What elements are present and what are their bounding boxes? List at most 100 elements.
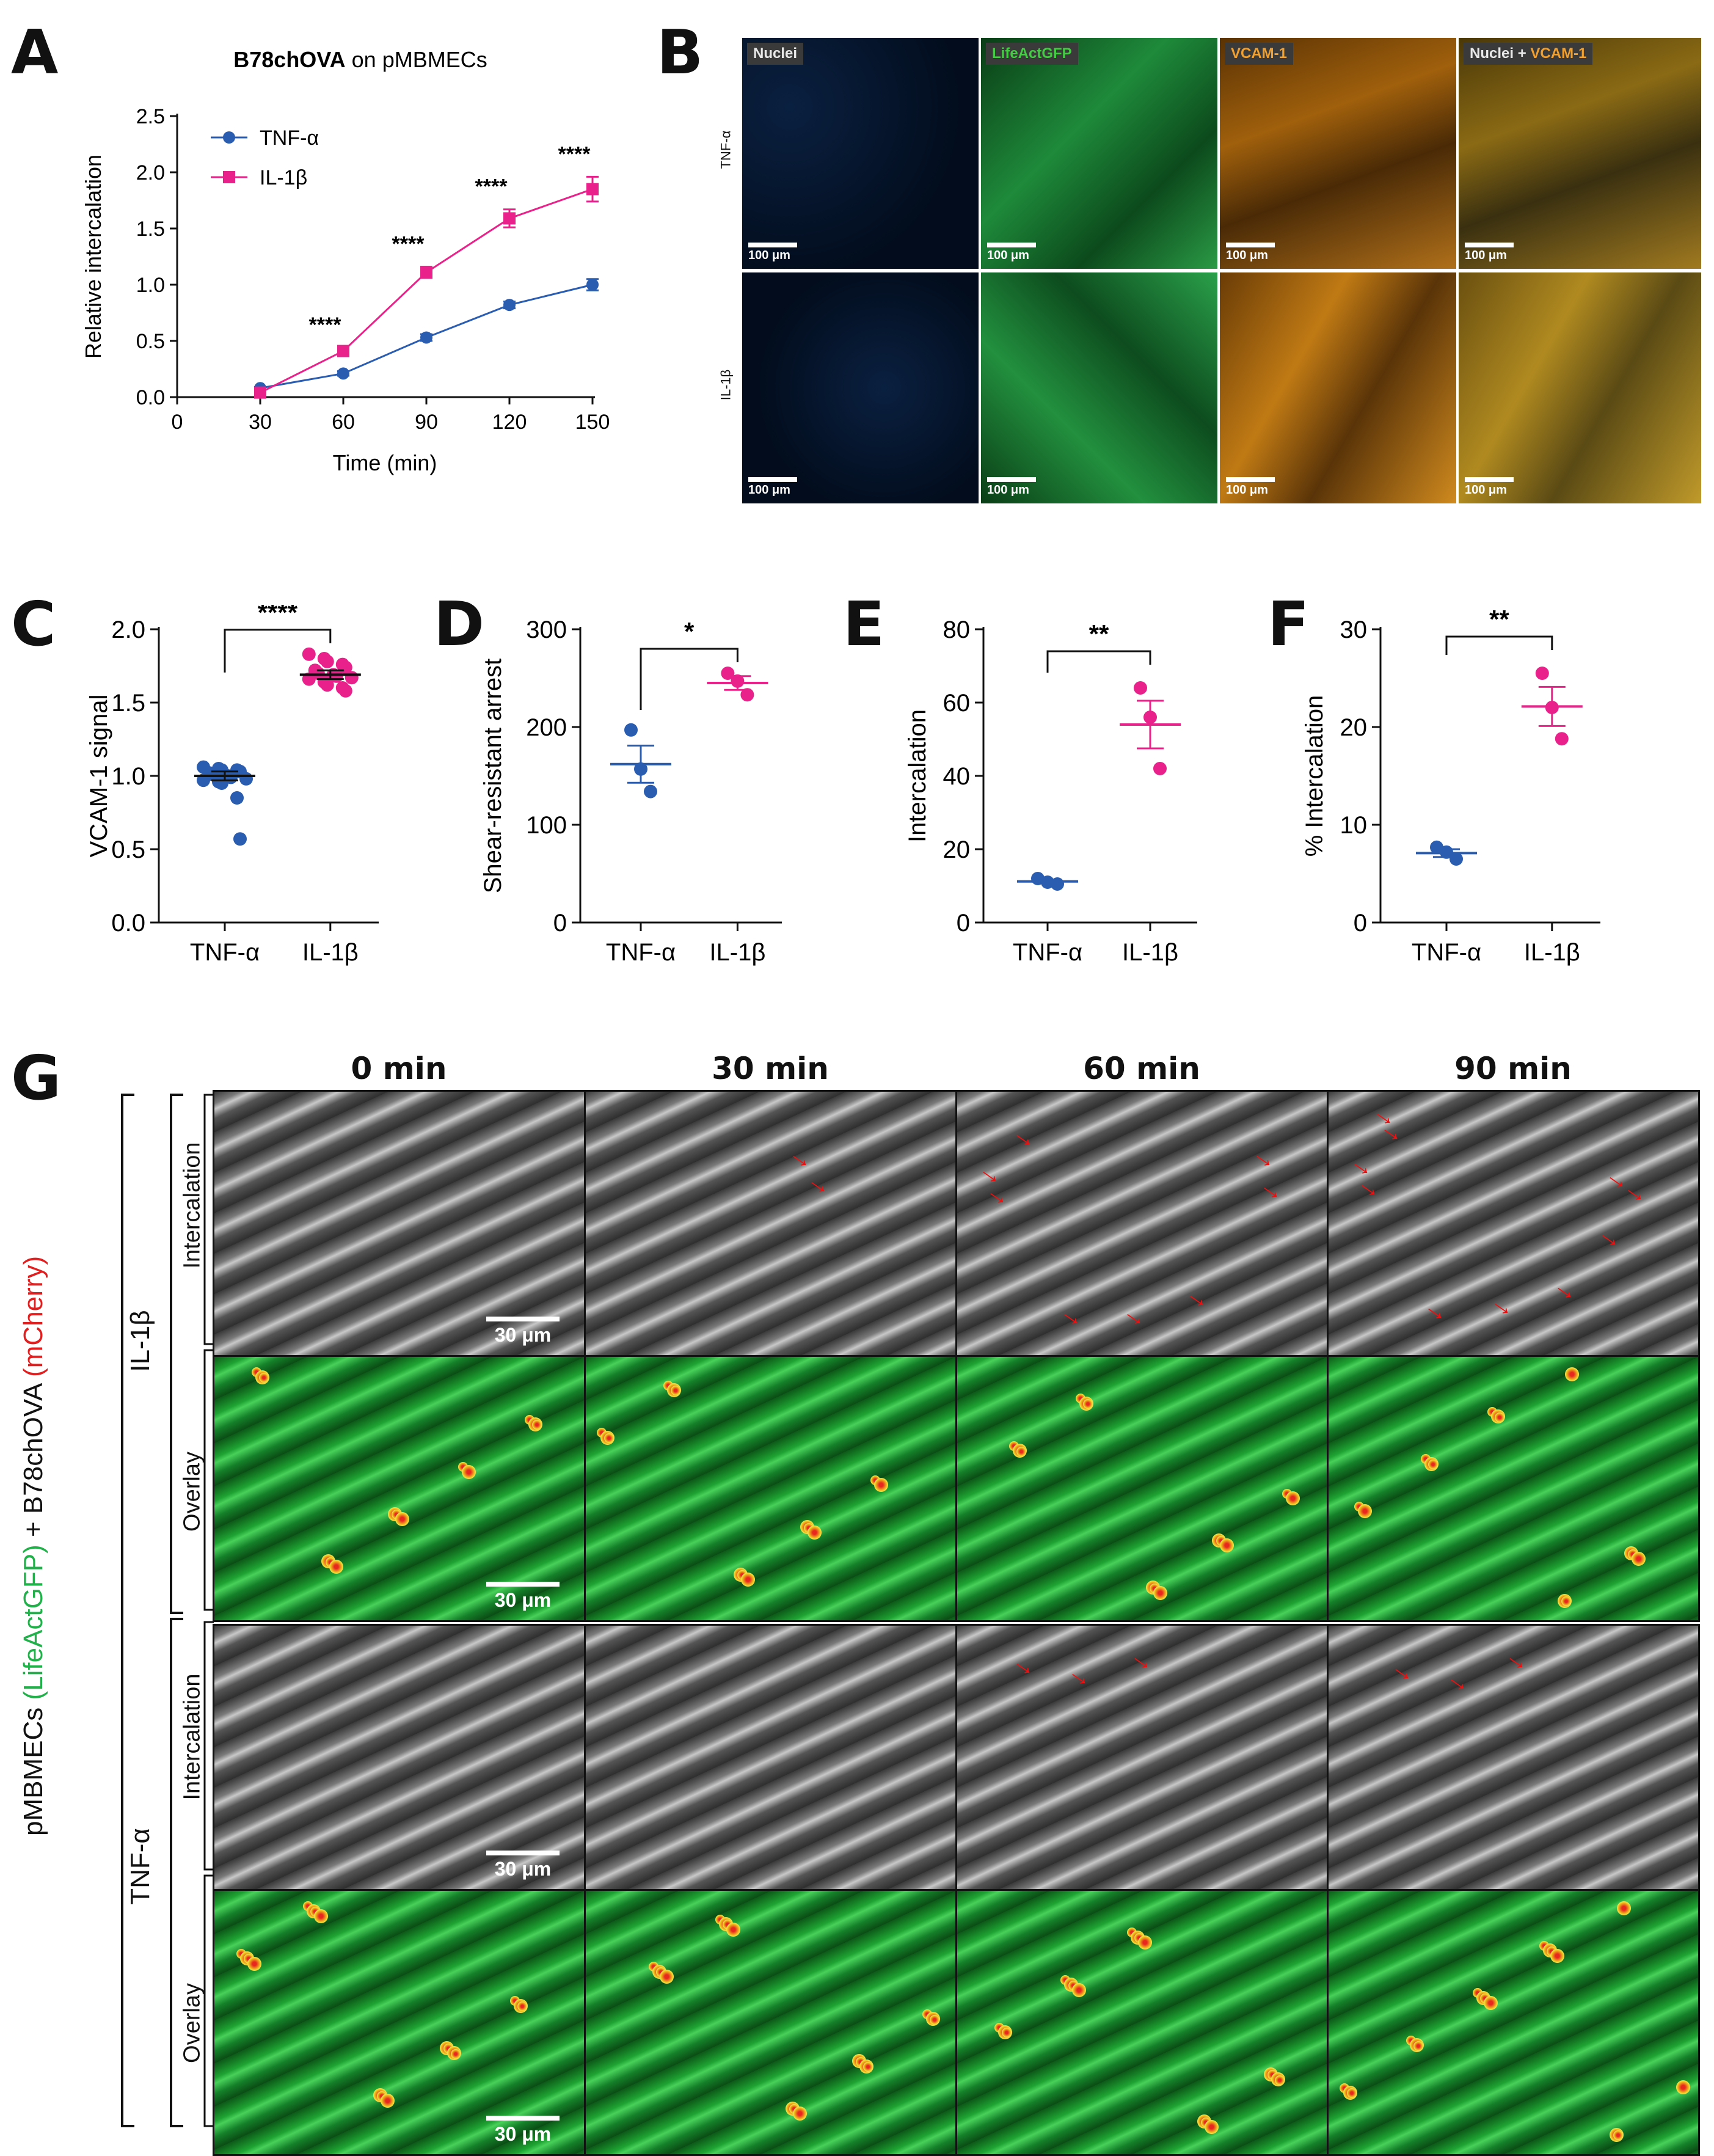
tumor-cell — [862, 2062, 873, 2072]
condition-label-il1b: IL-1β — [125, 1310, 155, 1372]
tumor-cell — [604, 1433, 614, 1443]
red-arrow-icon: → — [1007, 1117, 1045, 1155]
data-point — [1535, 667, 1549, 680]
y-axis-label: % Intercalation — [1301, 695, 1328, 857]
red-arrow-icon: → — [1418, 1290, 1457, 1329]
chart-d: 0 100 200 300 Shear-resistant arrest TNF-α IL-… — [480, 616, 782, 966]
red-arrow-icon: → — [1007, 1645, 1045, 1684]
tumor-cell — [258, 1372, 269, 1383]
y-tick-label: 100 — [526, 812, 567, 839]
legend-label: TNF-α — [260, 126, 319, 150]
data-point — [586, 279, 599, 291]
micrograph-nuclei-il1b: 100 μm — [742, 272, 979, 503]
data-point — [644, 784, 657, 798]
data-point — [1450, 852, 1463, 866]
tumor-cell — [929, 2014, 939, 2025]
y-tick-label: 40 — [943, 763, 971, 790]
tumor-cell — [660, 1970, 674, 1984]
panel-letter-a: A — [11, 16, 59, 88]
micrograph-tnf-intercalation-t3: → → → — [1327, 1624, 1700, 1891]
tumor-cell — [1613, 2130, 1623, 2141]
tumor-cell — [671, 1386, 681, 1396]
tumor-cell — [1495, 1412, 1505, 1422]
time-header-90: 90 min — [1454, 1051, 1572, 1086]
data-point — [586, 183, 599, 196]
y-tick-label: 0.5 — [136, 330, 165, 353]
significance-label: ** — [1089, 619, 1109, 648]
x-tick-label: TNF-α — [1412, 939, 1481, 966]
x-tick-label: IL-1β — [302, 939, 359, 966]
time-header-0: 0 min — [351, 1051, 447, 1086]
row-label-overlay-il1b: Overlay — [179, 1452, 205, 1532]
series-line-1 — [260, 188, 593, 393]
y-tick-label: 2.0 — [136, 161, 165, 185]
micrograph-tnf-intercalation-t1 — [584, 1624, 957, 1891]
micrograph-overlay-il1b: 100 μm — [1459, 272, 1701, 503]
row-bracket — [203, 1094, 214, 1345]
legend-marker — [223, 131, 235, 144]
micrograph-tnf-overlay-t1 — [584, 1889, 957, 2156]
significance-label: **** — [475, 175, 508, 199]
panel-letter-c: C — [11, 588, 56, 660]
tumor-cell — [1001, 2028, 1012, 2038]
tumor-cell — [1561, 1596, 1572, 1607]
tumor-cell — [1138, 1935, 1153, 1950]
y-tick-label: 300 — [526, 616, 567, 643]
tumor-cell — [1016, 1446, 1026, 1456]
scale-bar: 100 μm — [1465, 243, 1514, 263]
row-label-intercalation-tnf: Intercalation — [179, 1673, 205, 1800]
tumor-cell — [1286, 1491, 1300, 1505]
data-point — [337, 367, 349, 380]
x-tick-label: 0 — [172, 411, 183, 434]
red-arrow-icon: → — [1592, 1216, 1630, 1255]
micrograph-tnf-intercalation-t2: → → → — [955, 1624, 1329, 1891]
tumor-cell — [1676, 2080, 1690, 2095]
channel-label-overlay: Nuclei + VCAM-1 — [1464, 43, 1593, 65]
y-tick-label: 20 — [1340, 714, 1368, 741]
data-point — [239, 772, 253, 786]
scale-bar: 30 μm — [486, 2116, 560, 2146]
scale-bar: 30 μm — [486, 1851, 560, 1880]
micrograph-il1b-overlay-t0: 30 μm — [213, 1355, 586, 1622]
x-tick-label: 150 — [575, 411, 610, 434]
tumor-cell — [1153, 1585, 1167, 1600]
row-bracket — [203, 1349, 214, 1611]
chart-e: 0 20 40 60 80 Intercalation TNF-α IL-1β ** — [904, 616, 1197, 966]
tumor-cell — [381, 2093, 395, 2108]
row-label-il1b: IL-1β — [718, 369, 734, 401]
tumor-cell — [1275, 2075, 1285, 2085]
y-tick-label: 80 — [943, 616, 971, 643]
tumor-cell — [1616, 1901, 1631, 1916]
micrograph-il1b-overlay-t2 — [955, 1355, 1329, 1622]
tumor-cell — [462, 1464, 476, 1479]
x-tick-label: 120 — [492, 411, 527, 434]
red-arrow-icon: → — [1125, 1640, 1163, 1679]
scale-bar: 100 μm — [748, 477, 797, 497]
tumor-cell — [1550, 1948, 1564, 1963]
x-tick-label: 90 — [415, 411, 438, 434]
scale-bar: 100 μm — [987, 243, 1036, 263]
data-point — [337, 345, 349, 357]
significance-bracket — [224, 629, 332, 673]
x-tick-label: IL-1β — [709, 939, 765, 966]
y-tick-label: 1.0 — [136, 274, 165, 297]
data-point — [1153, 762, 1167, 775]
chart-c: 0.0 0.5 1.0 1.5 2.0 VCAM-1 signal TNF-α IL-1β **… — [86, 605, 379, 966]
outer-bracket — [121, 1094, 134, 2127]
tumor-cell — [1632, 1551, 1646, 1566]
tnf-bracket — [170, 1618, 183, 2127]
side-label-cells: pMBMECs (LifeActGFP) + B78chOVA (mCherry… — [18, 1255, 48, 1836]
legend-marker — [223, 171, 235, 183]
legend-label: IL-1β — [260, 166, 307, 189]
x-axis-label: Time (min) — [333, 450, 437, 475]
y-axis-label: VCAM-1 signal — [86, 695, 112, 858]
y-tick-label: 1.0 — [111, 763, 145, 790]
red-arrow-icon: → — [1485, 1285, 1523, 1324]
micrograph-lifeact-il1b: 100 μm — [981, 272, 1217, 503]
data-point — [215, 777, 228, 790]
x-tick-label: 30 — [249, 411, 272, 434]
data-point — [338, 684, 352, 698]
scale-bar: 30 μm — [486, 1317, 560, 1347]
x-tick-label: TNF-α — [606, 939, 676, 966]
tumor-cell — [395, 1512, 410, 1527]
